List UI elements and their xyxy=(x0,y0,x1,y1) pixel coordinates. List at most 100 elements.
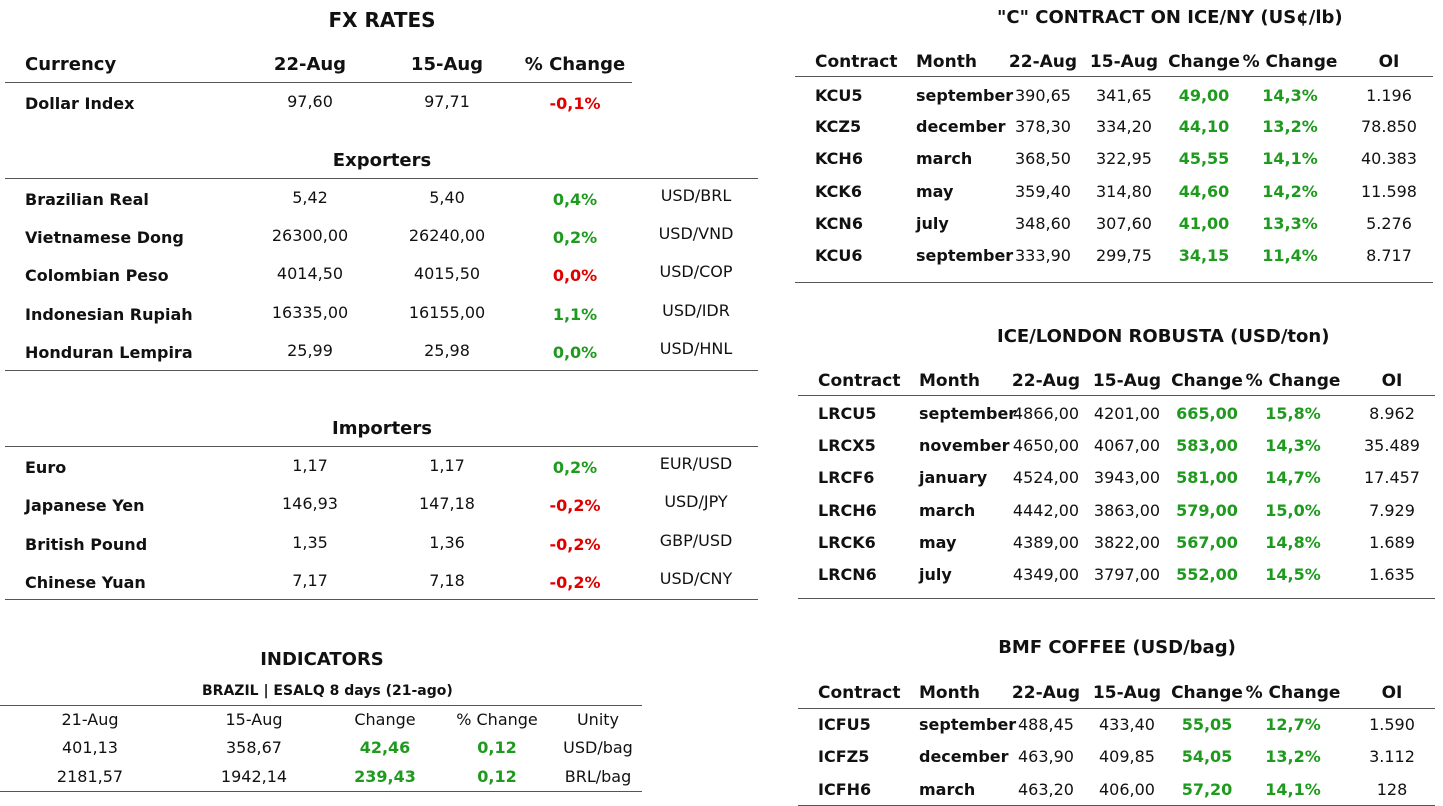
text: ICFU5 xyxy=(818,715,871,734)
text: 359,40 xyxy=(1015,182,1071,201)
text: 97,71 xyxy=(424,92,470,111)
text: january xyxy=(919,468,988,487)
text: march xyxy=(916,149,973,168)
text: 14,3% xyxy=(1265,436,1321,455)
text: 21-Aug xyxy=(61,710,119,729)
text: 54,05 xyxy=(1181,747,1233,766)
rule xyxy=(5,370,758,371)
text: 15-Aug xyxy=(1092,683,1162,703)
text: OI xyxy=(1378,52,1400,72)
text: 8.717 xyxy=(1366,246,1412,265)
text: 4067,00 xyxy=(1093,436,1161,455)
text: BMF COFFEE (USD/bag) xyxy=(998,637,1236,658)
text: Japanese Yen xyxy=(25,496,145,515)
text: 368,50 xyxy=(1015,149,1071,168)
text: 11.598 xyxy=(1361,182,1417,201)
text: BRAZIL | ESALQ 8 days (21-ago) xyxy=(202,683,453,699)
text: 16155,00 xyxy=(408,303,486,322)
rule xyxy=(795,76,1433,77)
text: 0,0% xyxy=(552,343,598,362)
text: LRCX5 xyxy=(818,436,876,455)
rule xyxy=(5,599,758,600)
text: 1,36 xyxy=(429,533,465,552)
text: ICFZ5 xyxy=(818,747,870,766)
text: 409,85 xyxy=(1099,747,1155,766)
text: KCU5 xyxy=(815,86,863,105)
text: september xyxy=(919,404,1017,423)
text: 4524,00 xyxy=(1012,468,1080,487)
text: 25,99 xyxy=(287,341,333,360)
text: 1.196 xyxy=(1366,86,1412,105)
text: USD/COP xyxy=(659,262,733,281)
text: Contract xyxy=(818,683,901,703)
text: 299,75 xyxy=(1096,246,1152,265)
text: 22-Aug xyxy=(1011,371,1081,391)
text: LRCN6 xyxy=(818,565,877,584)
text: -0,2% xyxy=(549,535,601,554)
text: 0,4% xyxy=(552,190,598,209)
text: 13,2% xyxy=(1262,117,1318,136)
text: 13,3% xyxy=(1262,214,1318,233)
rule xyxy=(5,446,758,447)
text: 4015,50 xyxy=(413,264,481,283)
text: 4866,00 xyxy=(1012,404,1080,423)
text: may xyxy=(916,182,954,201)
text: 358,67 xyxy=(226,738,282,757)
text: 49,00 xyxy=(1178,86,1230,105)
text: 57,20 xyxy=(1181,780,1233,799)
text: USD/CNY xyxy=(659,569,733,588)
text: 5,40 xyxy=(429,188,465,207)
text: Honduran Lempira xyxy=(25,343,193,362)
text: Contract xyxy=(818,371,901,391)
text: % Change xyxy=(1245,371,1341,391)
text: 11,4% xyxy=(1262,246,1318,265)
text: ICE/LONDON ROBUSTA (USD/ton) xyxy=(997,326,1330,347)
text: 15-Aug xyxy=(410,54,484,75)
text: Change xyxy=(354,710,416,729)
text: 390,65 xyxy=(1015,86,1071,105)
text: USD/JPY xyxy=(664,492,728,511)
text: 3863,00 xyxy=(1093,501,1161,520)
text: july xyxy=(919,565,952,584)
text: FX RATES xyxy=(328,8,436,32)
text: 1,17 xyxy=(429,456,465,475)
text: 14,8% xyxy=(1265,533,1321,552)
text: 1.635 xyxy=(1369,565,1415,584)
text: 0,2% xyxy=(552,458,598,477)
text: 581,00 xyxy=(1176,468,1238,487)
text: 1,1% xyxy=(552,305,598,324)
text: 333,90 xyxy=(1015,246,1071,265)
text: 4650,00 xyxy=(1012,436,1080,455)
text: 25,98 xyxy=(424,341,470,360)
text: 0,12 xyxy=(477,738,517,757)
text: 147,18 xyxy=(419,494,475,513)
text: % Change xyxy=(524,54,626,75)
text: 78.850 xyxy=(1361,117,1417,136)
text: 341,65 xyxy=(1096,86,1152,105)
text: USD/HNL xyxy=(659,339,733,358)
text: 579,00 xyxy=(1176,501,1238,520)
text: Month xyxy=(919,683,980,703)
text: OI xyxy=(1381,371,1403,391)
text: july xyxy=(916,214,949,233)
text: GBP/USD xyxy=(659,531,733,550)
text: Vietnamese Dong xyxy=(25,228,184,247)
text: 3797,00 xyxy=(1093,565,1161,584)
text: 41,00 xyxy=(1178,214,1230,233)
text: Euro xyxy=(25,458,67,477)
text: 7.929 xyxy=(1369,501,1415,520)
text: 15-Aug xyxy=(1092,371,1162,391)
rule xyxy=(795,282,1433,283)
text: 4201,00 xyxy=(1093,404,1161,423)
text: 40.383 xyxy=(1361,149,1417,168)
text: 401,13 xyxy=(62,738,118,757)
text: KCK6 xyxy=(815,182,862,201)
rule xyxy=(798,598,1435,599)
text: Unity xyxy=(576,710,620,729)
text: 128 xyxy=(1376,780,1408,799)
text: USD/bag xyxy=(563,738,633,757)
text: "C" CONTRACT ON ICE/NY (US¢/lb) xyxy=(997,7,1343,28)
text: 322,95 xyxy=(1096,149,1152,168)
text: 1.590 xyxy=(1369,715,1415,734)
text: 463,20 xyxy=(1018,780,1074,799)
